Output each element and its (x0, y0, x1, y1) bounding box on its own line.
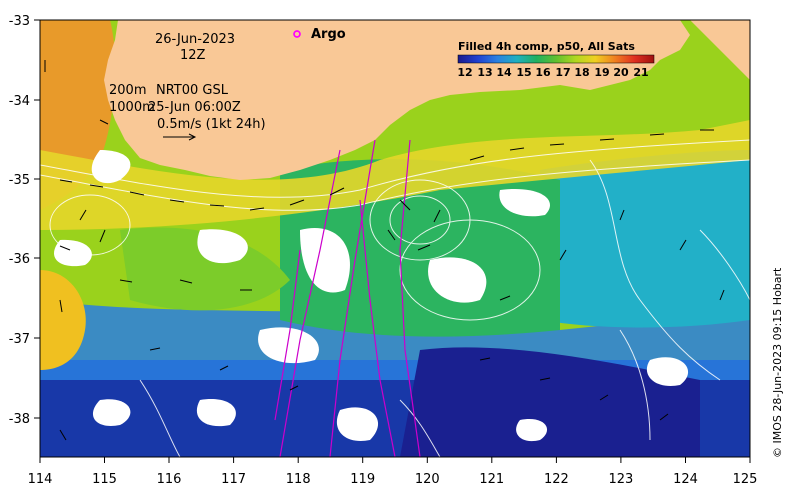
x-tick-labels: 114 115 116 117 118 119 120 121 122 123 … (28, 472, 758, 487)
argo-tracks (274, 139, 421, 457)
date-label: 26-Jun-2023 (155, 32, 235, 47)
time-label: 12Z (180, 48, 206, 63)
contour-200m-label: 200m (109, 83, 146, 98)
x-tick: 117 (221, 472, 246, 487)
ocean-west-yellow (40, 270, 86, 370)
x-tick: 116 (157, 472, 182, 487)
colorbar-tick: 17 (555, 66, 570, 79)
y-tick-labels: -33 -34 -35 -36 -37 -38 (9, 14, 30, 427)
y-tick: -36 (9, 252, 30, 267)
colorbar-ticks: 12 13 14 15 16 17 18 19 20 21 (457, 66, 648, 79)
current-vectors (44, 60, 725, 441)
plot-frame (39, 19, 751, 458)
analysis-time-label: 25-Jun 06:00Z (148, 100, 241, 115)
colorbar-tick: 13 (477, 66, 492, 79)
colorbar-title: Filled 4h comp, p50, All Sats (458, 40, 635, 53)
y-tick: -38 (9, 412, 30, 427)
y-tick: -37 (9, 332, 30, 347)
vector-scale-label: 0.5m/s (1kt 24h) (157, 117, 266, 132)
colorbar-tick: 20 (613, 66, 629, 79)
axis-ticks (34, 19, 751, 463)
ocean-blue-patch (400, 347, 700, 457)
land-east (690, 20, 750, 80)
x-tick: 123 (608, 472, 633, 487)
colorbar-tick: 19 (594, 66, 609, 79)
x-tick: 119 (350, 472, 375, 487)
ocean-teal-zone (540, 150, 750, 328)
x-tick: 124 (673, 472, 698, 487)
x-tick: 114 (28, 472, 53, 487)
colorbar-tick: 12 (457, 66, 472, 79)
y-tick: -35 (9, 173, 30, 188)
argo-legend-marker (293, 30, 301, 38)
colorbar (457, 54, 655, 64)
x-tick: 125 (733, 472, 758, 487)
source-label: NRT00 GSL (156, 83, 229, 98)
colorbar-tick: 21 (633, 66, 648, 79)
ocean-yellow-band (40, 120, 750, 230)
x-tick: 118 (286, 472, 311, 487)
contour-1000m-label: 1000m (109, 100, 155, 115)
colorbar-tick: 14 (496, 66, 512, 79)
x-tick: 115 (92, 472, 117, 487)
vector-scale-arrow (163, 133, 197, 141)
argo-legend-label: Argo (311, 27, 346, 42)
credit-label: © IMOS 28-Jun-2023 09:15 Hobart (771, 267, 784, 458)
x-tick: 122 (544, 472, 569, 487)
x-tick: 121 (479, 472, 504, 487)
y-tick: -34 (9, 94, 30, 109)
plot-area (40, 20, 750, 457)
cloud-mask (54, 150, 689, 442)
colorbar-tick: 15 (516, 66, 531, 79)
y-tick: -33 (9, 14, 30, 29)
contour-lines (40, 139, 750, 457)
colorbar-tick: 18 (574, 66, 589, 79)
colorbar-tick: 16 (535, 66, 551, 79)
x-tick: 120 (415, 472, 440, 487)
